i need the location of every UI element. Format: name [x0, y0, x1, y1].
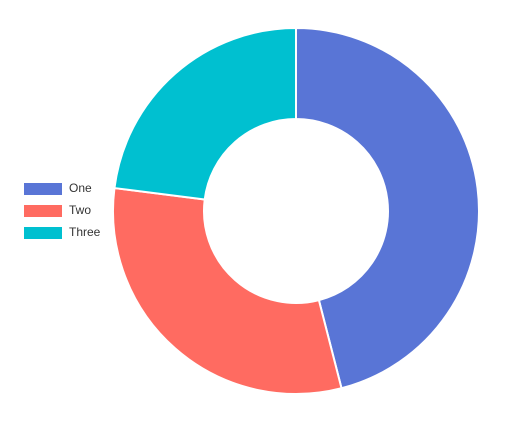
slice: [112, 186, 343, 395]
slice: [295, 26, 480, 390]
legend-swatch[interactable]: [24, 205, 62, 217]
legend-swatch[interactable]: [24, 227, 62, 239]
legend-label[interactable]: Three: [69, 225, 101, 239]
legend-label[interactable]: One: [69, 181, 92, 195]
slice: [113, 26, 297, 201]
legend-swatch[interactable]: [24, 183, 62, 195]
legend-label[interactable]: Two: [69, 203, 91, 217]
